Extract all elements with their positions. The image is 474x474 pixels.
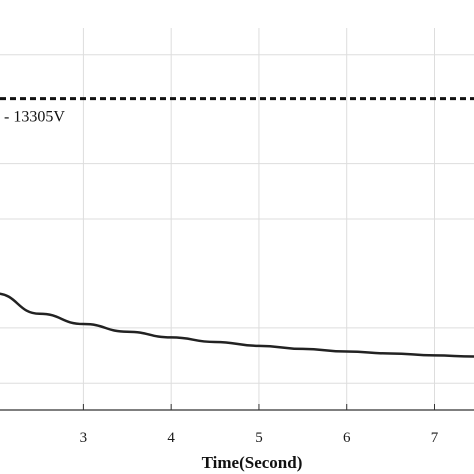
x-tick-label-2: 5 bbox=[255, 430, 263, 446]
x-tick-label-0: 3 bbox=[80, 430, 88, 446]
x-tick-label-1: 4 bbox=[167, 430, 175, 446]
series-group bbox=[0, 97, 474, 358]
series-line-1 bbox=[0, 292, 474, 358]
grid-lines bbox=[0, 28, 474, 410]
x-axis-title: Time(Second) bbox=[202, 453, 303, 472]
x-tick-label-3: 6 bbox=[343, 430, 351, 446]
voltage-annotation: - 13305V bbox=[4, 109, 65, 126]
x-tick-label-4: 7 bbox=[431, 430, 439, 446]
x-ticks: 3 4 5 6 7 bbox=[80, 404, 439, 446]
